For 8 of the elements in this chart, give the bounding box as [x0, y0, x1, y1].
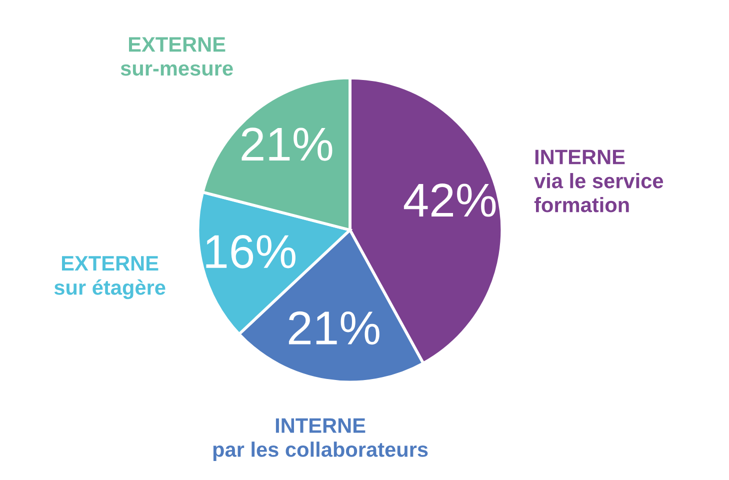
- data-label: 16%: [206, 234, 296, 268]
- slice-label: INTERNE via le service formation: [534, 150, 664, 212]
- data-label: 21%: [242, 128, 332, 161]
- slice-label: EXTERNE sur étagère: [54, 256, 166, 300]
- data-label: 42%: [404, 184, 496, 217]
- data-label: 21%: [288, 311, 380, 345]
- slice-label: INTERNE par les collaborateurs: [213, 418, 428, 462]
- slice-label: EXTERNE sur-mesure: [120, 37, 233, 76]
